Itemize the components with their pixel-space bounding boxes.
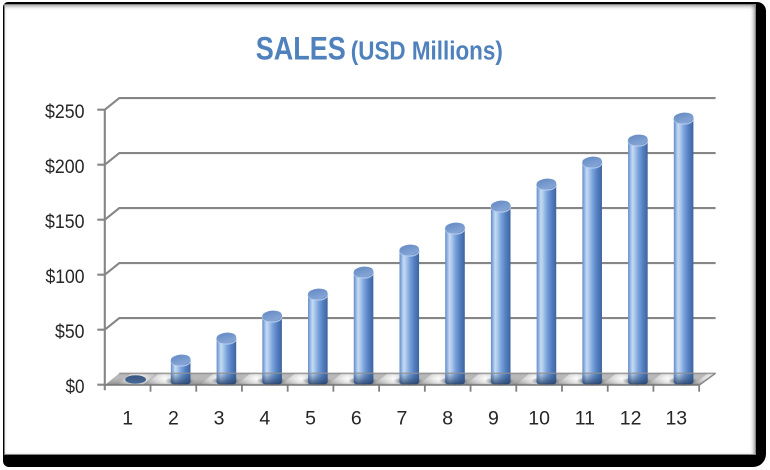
svg-text:$50: $50: [55, 321, 85, 343]
svg-text:12: 12: [620, 408, 642, 430]
svg-text:3: 3: [214, 408, 225, 430]
svg-text:$200: $200: [45, 156, 85, 178]
svg-text:4: 4: [259, 408, 270, 430]
svg-text:$250: $250: [45, 101, 85, 123]
svg-text:$0: $0: [66, 376, 85, 398]
svg-text:2: 2: [168, 408, 179, 430]
svg-text:8: 8: [442, 408, 453, 430]
svg-text:7: 7: [397, 408, 408, 430]
svg-text:1: 1: [122, 408, 133, 430]
svg-text:9: 9: [488, 408, 499, 430]
svg-text:$150: $150: [45, 211, 85, 233]
svg-text:11: 11: [575, 408, 595, 430]
svg-text:6: 6: [351, 408, 362, 430]
svg-text:SALES: SALES: [256, 30, 346, 66]
svg-text:(USD Millions): (USD Millions): [351, 35, 503, 65]
svg-text:5: 5: [305, 408, 316, 430]
svg-text:13: 13: [665, 408, 687, 430]
svg-text:10: 10: [528, 408, 550, 430]
svg-text:$100: $100: [46, 266, 85, 288]
